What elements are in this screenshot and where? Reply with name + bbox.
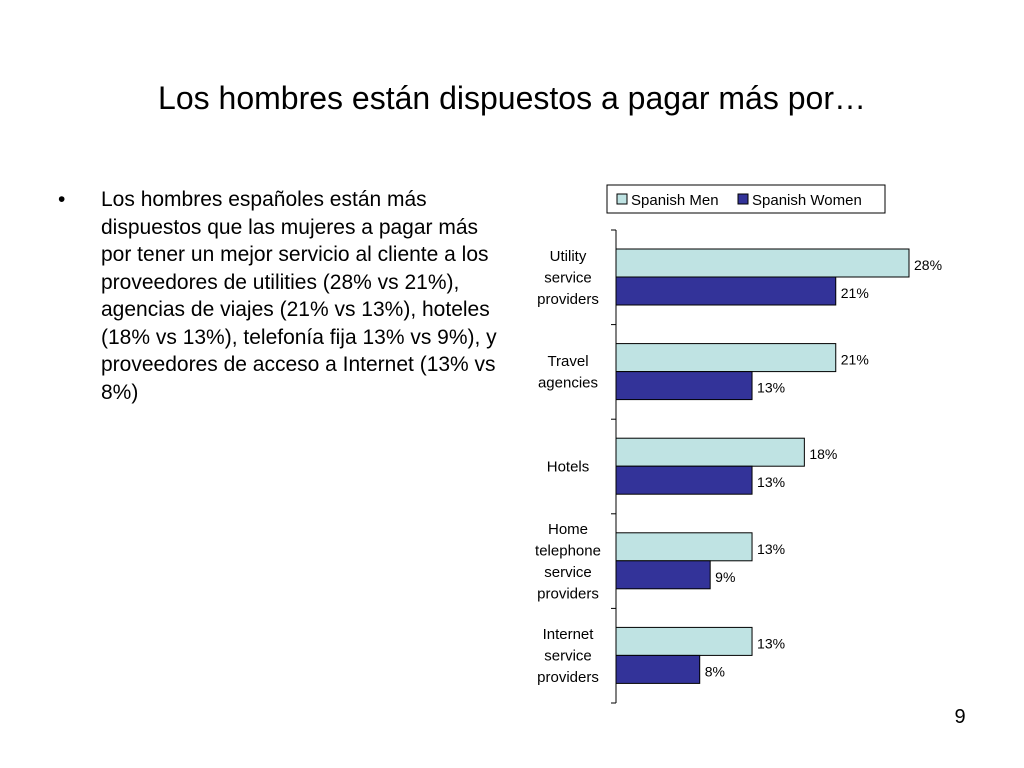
legend-swatch-women <box>737 193 749 205</box>
bar-men <box>615 343 837 373</box>
bullet-item: • Los hombres españoles están más dispue… <box>58 186 498 406</box>
legend-label: Spanish Women <box>752 192 862 209</box>
data-label: 21% <box>841 285 869 301</box>
bar-men <box>615 626 753 656</box>
category-label: Hotels <box>547 459 590 476</box>
data-label: 13% <box>757 474 785 490</box>
bullet-marker: • <box>58 188 66 211</box>
bar-women <box>615 371 753 401</box>
data-label: 18% <box>809 446 837 462</box>
data-label: 13% <box>757 635 785 651</box>
data-label: 28% <box>914 257 942 273</box>
category-label: Travel agencies <box>538 353 598 392</box>
category-label: Home telephone service providers <box>535 521 601 603</box>
data-label: 13% <box>757 541 785 557</box>
data-label: 8% <box>705 663 725 679</box>
bar-women <box>615 276 837 306</box>
bar-men <box>615 248 910 278</box>
data-label: 9% <box>715 569 735 585</box>
bar-women <box>615 560 711 590</box>
bar-women <box>615 654 701 684</box>
bar-women <box>615 465 753 495</box>
bullet-text: Los hombres españoles están más dispuest… <box>101 188 497 404</box>
category-label: Internet service providers <box>537 626 599 686</box>
slide-title: Los hombres están dispuestos a pagar más… <box>158 80 866 116</box>
page-number: 9 <box>954 706 966 728</box>
category-label: Utility service providers <box>537 248 599 308</box>
data-label: 13% <box>757 380 785 396</box>
legend-swatch-men <box>616 193 628 205</box>
bar-men <box>615 437 805 467</box>
legend-label: Spanish Men <box>631 192 719 209</box>
bar-men <box>615 532 753 562</box>
bullet-list: • Los hombres españoles están más dispue… <box>58 186 498 406</box>
data-label: 21% <box>841 352 869 368</box>
